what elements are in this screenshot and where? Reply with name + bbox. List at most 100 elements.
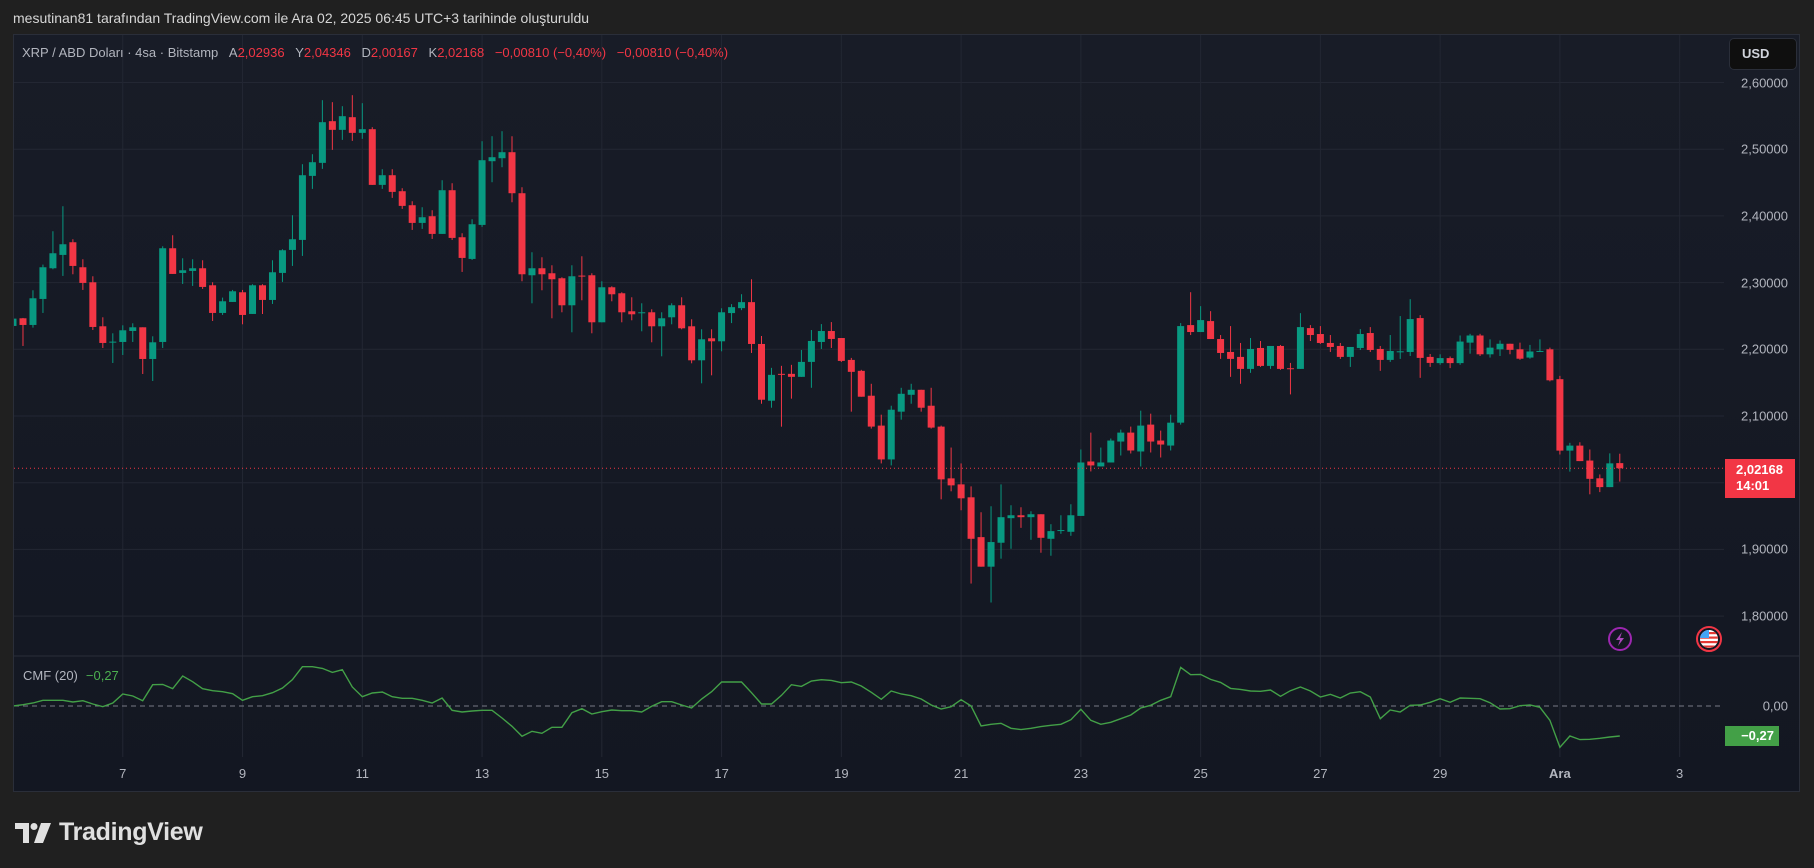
candle-body: [1157, 440, 1165, 445]
candle-body: [79, 267, 87, 283]
candle-up: [1107, 438, 1115, 463]
price-axis-label[interactable]: 2,40000: [1741, 208, 1788, 224]
candle-down: [1187, 292, 1195, 336]
candle-down: [239, 289, 247, 325]
candle-body: [867, 395, 875, 427]
candle-up: [897, 387, 905, 420]
candle-body: [308, 162, 316, 176]
candle-down: [1316, 326, 1324, 344]
candle-down: [398, 188, 406, 209]
candle-down: [1157, 430, 1165, 458]
candle-body: [837, 338, 845, 361]
candle-down: [518, 187, 526, 282]
candle-body: [478, 160, 486, 225]
cmf-title[interactable]: CMF (20): [23, 668, 78, 683]
candle-down: [328, 102, 336, 150]
candle-up: [568, 265, 576, 333]
close-label: K: [428, 45, 438, 60]
candle-body: [1616, 463, 1624, 469]
candle-up: [1356, 329, 1364, 350]
chart-caption: mesutinan81 tarafından TradingView.com i…: [13, 10, 590, 26]
tradingview-logo[interactable]: TradingView: [15, 818, 203, 847]
currency-button[interactable]: USD: [1729, 38, 1797, 70]
candle-body: [1426, 356, 1434, 363]
symbol-legend[interactable]: XRP / ABD Doları · 4sa · Bitstamp A2,029…: [22, 45, 728, 60]
candle-body: [588, 275, 596, 323]
candle-down: [1227, 326, 1235, 377]
price-axis-label[interactable]: 2,10000: [1741, 408, 1788, 424]
us-flag-event-icon[interactable]: [1696, 626, 1722, 652]
candle-body: [1027, 514, 1035, 518]
candle-body: [718, 312, 726, 342]
candle-down: [608, 286, 616, 302]
candle-down: [19, 317, 27, 346]
candle-body: [1067, 515, 1075, 532]
candle-down: [1366, 327, 1374, 352]
price-axis-label[interactable]: 2,50000: [1741, 141, 1788, 157]
candle-up: [278, 249, 286, 282]
time-axis-label[interactable]: Ara: [1549, 766, 1571, 781]
time-axis-label[interactable]: 17: [714, 766, 729, 781]
candle-body: [877, 425, 885, 460]
price-axis-label[interactable]: 1,90000: [1741, 541, 1788, 557]
candle-body: [1586, 460, 1594, 479]
lightning-event-icon[interactable]: [1608, 627, 1632, 651]
candle-up: [1197, 306, 1205, 333]
candle-up: [1137, 410, 1145, 467]
candle-body: [378, 175, 386, 185]
price-axis-label[interactable]: 1,80000: [1741, 608, 1788, 624]
price-axis-label[interactable]: 2,60000: [1741, 75, 1788, 90]
candle-body: [1546, 349, 1554, 381]
candle-down: [977, 512, 985, 567]
candle-up: [1047, 524, 1055, 556]
time-axis-label[interactable]: 7: [119, 766, 127, 781]
time-axis-label[interactable]: 9: [238, 766, 247, 781]
candle-body: [1037, 514, 1045, 538]
candle-up: [1296, 313, 1304, 369]
candle-body: [1416, 318, 1424, 358]
candle-down: [688, 319, 696, 364]
candle-up: [119, 325, 127, 355]
time-axis-label[interactable]: 11: [355, 766, 370, 781]
candle-body: [1167, 422, 1175, 446]
candle-body: [1326, 342, 1334, 347]
cmf-legend[interactable]: CMF (20) −0,27: [23, 668, 119, 683]
time-axis-label[interactable]: 27: [1313, 766, 1328, 781]
time-axis-label[interactable]: 15: [594, 766, 610, 781]
candle-up: [229, 289, 237, 302]
candle-body: [907, 389, 915, 395]
grid-lines: [14, 35, 1724, 757]
candle-body: [1466, 335, 1474, 343]
price-axis-label[interactable]: 2,30000: [1741, 275, 1788, 291]
time-axis-label[interactable]: 19: [834, 766, 849, 781]
candle-body: [1596, 478, 1604, 488]
candle-up: [1266, 345, 1274, 369]
candle-body: [1276, 345, 1284, 369]
time-axis-label[interactable]: 25: [1193, 766, 1208, 781]
candle-body: [239, 292, 247, 315]
cmf-value: −0,27: [85, 668, 119, 683]
high-value: 2,04346: [303, 45, 351, 60]
time-axis-label[interactable]: 29: [1432, 766, 1448, 781]
candle-body: [518, 193, 526, 275]
candle-body: [897, 393, 905, 412]
price-axis-label[interactable]: 2,20000: [1741, 341, 1788, 357]
time-axis-label[interactable]: 21: [953, 766, 969, 781]
cmf-axis-label[interactable]: 0,00: [1762, 698, 1788, 714]
candle-body: [1566, 445, 1574, 451]
candle-up: [59, 206, 67, 276]
candle-down: [1546, 347, 1554, 382]
candle-body: [29, 298, 37, 325]
low-value: 2,00167: [370, 45, 418, 60]
chart-panel[interactable]: [13, 34, 1800, 792]
candle-body: [1187, 325, 1195, 333]
time-axis-label[interactable]: 13: [474, 766, 490, 781]
time-axis-label[interactable]: 23: [1073, 766, 1089, 781]
candle-body: [219, 301, 227, 313]
symbol-title[interactable]: XRP / ABD Doları · 4sa · Bitstamp: [22, 45, 219, 60]
time-axis-label[interactable]: 3: [1676, 766, 1684, 781]
candle-body: [328, 121, 336, 130]
candle-body: [847, 359, 855, 372]
candle-body: [807, 340, 815, 362]
